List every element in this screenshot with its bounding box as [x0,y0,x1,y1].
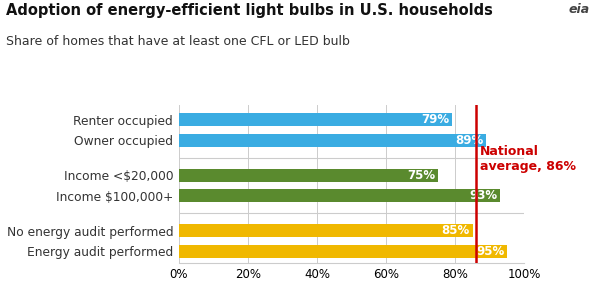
Bar [179,245,507,258]
Text: 95%: 95% [476,245,504,258]
Text: 93%: 93% [470,189,498,202]
Bar [179,225,473,237]
Text: 75%: 75% [407,169,435,182]
Text: 85%: 85% [442,224,470,237]
Bar [179,113,452,126]
Bar [179,190,500,202]
Text: eia: eia [569,3,590,16]
Text: Share of homes that have at least one CFL or LED bulb: Share of homes that have at least one CF… [6,35,350,48]
Text: Adoption of energy-efficient light bulbs in U.S. households: Adoption of energy-efficient light bulbs… [6,3,493,18]
Text: National
average, 86%: National average, 86% [480,145,576,173]
Bar [179,134,486,147]
Text: 79%: 79% [421,113,449,126]
Bar [179,169,438,182]
Text: 89%: 89% [455,134,484,147]
